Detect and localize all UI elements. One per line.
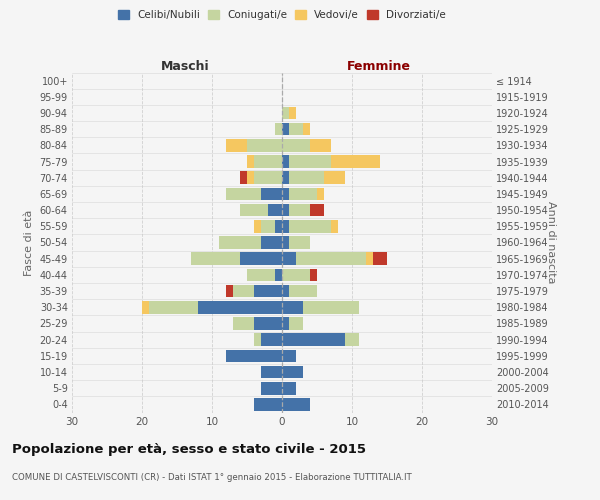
Bar [233, 285, 254, 298]
Bar [289, 285, 317, 298]
Bar [317, 188, 324, 200]
Bar [282, 268, 310, 281]
Bar [261, 334, 282, 346]
Bar [261, 220, 275, 232]
Legend: Celibi/Nubili, Coniugati/e, Vedovi/e, Divorziati/e: Celibi/Nubili, Coniugati/e, Vedovi/e, Di… [116, 8, 448, 22]
Bar [247, 172, 254, 184]
Bar [275, 268, 282, 281]
Bar [149, 301, 198, 314]
Bar [261, 382, 282, 394]
Bar [289, 204, 310, 216]
Bar [275, 220, 282, 232]
Bar [282, 285, 289, 298]
Bar [282, 106, 289, 120]
Bar [282, 317, 289, 330]
Bar [226, 285, 233, 298]
Bar [289, 317, 303, 330]
Bar [331, 220, 338, 232]
Bar [282, 139, 310, 151]
Y-axis label: Fasce di età: Fasce di età [24, 210, 34, 276]
Bar [282, 398, 310, 410]
Bar [261, 366, 282, 378]
Bar [310, 268, 317, 281]
Bar [282, 366, 303, 378]
Bar [240, 252, 282, 265]
Bar [310, 139, 331, 151]
Bar [331, 155, 380, 168]
Bar [282, 220, 289, 232]
Bar [282, 334, 345, 346]
Text: Popolazione per età, sesso e stato civile - 2015: Popolazione per età, sesso e stato civil… [12, 442, 366, 456]
Bar [289, 220, 331, 232]
Y-axis label: Anni di nascita: Anni di nascita [546, 201, 556, 283]
Bar [254, 317, 282, 330]
Bar [296, 252, 366, 265]
Bar [282, 350, 296, 362]
Bar [254, 172, 282, 184]
Bar [282, 155, 289, 168]
Text: Femmine: Femmine [347, 60, 410, 72]
Bar [254, 285, 282, 298]
Bar [303, 123, 310, 136]
Bar [142, 301, 149, 314]
Bar [254, 334, 261, 346]
Bar [310, 204, 324, 216]
Bar [247, 139, 282, 151]
Bar [219, 236, 261, 249]
Bar [198, 301, 282, 314]
Bar [345, 334, 359, 346]
Text: Maschi: Maschi [161, 60, 210, 72]
Bar [247, 155, 254, 168]
Bar [282, 204, 289, 216]
Bar [289, 172, 324, 184]
Bar [268, 204, 282, 216]
Bar [303, 301, 359, 314]
Bar [247, 268, 275, 281]
Bar [226, 188, 261, 200]
Bar [289, 188, 317, 200]
Bar [275, 123, 282, 136]
Bar [226, 350, 282, 362]
Bar [226, 139, 247, 151]
Bar [324, 172, 345, 184]
Bar [261, 188, 282, 200]
Bar [254, 155, 282, 168]
Bar [373, 252, 387, 265]
Text: COMUNE DI CASTELVISCONTI (CR) - Dati ISTAT 1° gennaio 2015 - Elaborazione TUTTIT: COMUNE DI CASTELVISCONTI (CR) - Dati IST… [12, 472, 412, 482]
Bar [240, 204, 268, 216]
Bar [282, 236, 289, 249]
Bar [282, 382, 296, 394]
Bar [282, 188, 289, 200]
Bar [282, 123, 289, 136]
Bar [289, 155, 331, 168]
Bar [289, 123, 303, 136]
Bar [282, 301, 303, 314]
Bar [254, 398, 282, 410]
Bar [261, 236, 282, 249]
Bar [282, 172, 289, 184]
Bar [254, 220, 261, 232]
Bar [366, 252, 373, 265]
Bar [289, 236, 310, 249]
Bar [191, 252, 240, 265]
Bar [240, 172, 247, 184]
Bar [289, 106, 296, 120]
Bar [233, 317, 254, 330]
Bar [282, 252, 296, 265]
